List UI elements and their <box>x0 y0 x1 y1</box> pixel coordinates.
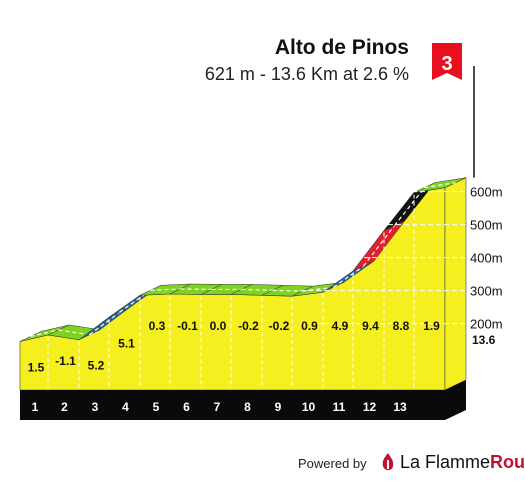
flame-logo-icon <box>380 452 396 474</box>
y-tick-label: 500m <box>470 218 503 233</box>
km-tick-label: 7 <box>214 400 221 414</box>
gradient-label: 5.1 <box>118 336 135 350</box>
km-tick-label: 11 <box>333 400 346 414</box>
gradient-label: 0.3 <box>149 319 166 333</box>
y-tick-label: 300m <box>470 284 503 299</box>
gradient-label: 8.8 <box>393 319 410 333</box>
gradient-label: 4.9 <box>332 319 349 333</box>
distance-end-label: 13.6 <box>472 333 496 347</box>
km-tick-label: 13 <box>393 400 407 414</box>
km-tick-label: 1 <box>32 400 39 414</box>
gradient-label: 0.0 <box>210 319 227 333</box>
km-tick-label: 4 <box>122 400 129 414</box>
gradient-label: 0.9 <box>301 319 318 333</box>
category-label: 3 <box>441 53 452 75</box>
km-tick-label: 9 <box>275 400 282 414</box>
base-band-front <box>20 390 445 420</box>
gradient-label: 9.4 <box>362 319 379 333</box>
gradient-label: 5.2 <box>88 359 105 373</box>
km-tick-label: 10 <box>302 400 316 414</box>
km-tick-label: 8 <box>244 400 251 414</box>
climb-summary: 621 m - 13.6 Km at 2.6 % <box>205 64 409 85</box>
y-tick-label: 400m <box>470 251 503 266</box>
powered-by-label: Powered by <box>298 456 367 471</box>
profile-right-face <box>445 178 466 390</box>
brand-prefix: La Flamme <box>400 452 490 472</box>
y-tick-label: 600m <box>470 185 503 200</box>
km-tick-label: 3 <box>92 400 99 414</box>
gradient-label: 1.9 <box>423 319 440 333</box>
climb-title: Alto de Pinos <box>275 36 409 60</box>
km-tick-label: 5 <box>153 400 160 414</box>
brand-name: La FlammeRouge <box>400 452 525 473</box>
km-tick-label: 2 <box>61 400 68 414</box>
gradient-label: -0.2 <box>238 319 259 333</box>
km-tick-label: 12 <box>363 400 377 414</box>
km-tick-label: 6 <box>183 400 190 414</box>
gradient-label: 1.5 <box>28 360 45 374</box>
gradient-label: -1.1 <box>55 354 76 368</box>
y-tick-label: 200m <box>470 317 503 332</box>
gradient-label: -0.2 <box>269 319 290 333</box>
brand-suffix: Rouge <box>490 452 525 472</box>
gradient-label: -0.1 <box>177 319 198 333</box>
